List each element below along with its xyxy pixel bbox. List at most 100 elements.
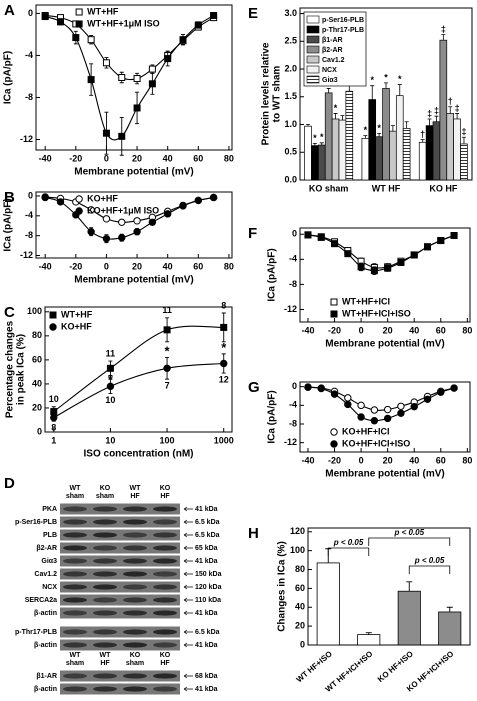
lane-label: WT: [70, 652, 82, 659]
x-tick-label: 60: [436, 455, 446, 465]
x-tick-label: -20: [328, 325, 341, 335]
panel-label: A: [4, 2, 15, 19]
legend-label: WT+HF+1μM ISO: [87, 18, 160, 28]
blot-band: [153, 506, 177, 512]
x-tick-label: 0: [359, 455, 364, 465]
legend-label: WT+HF+ICI: [342, 296, 390, 306]
blot-band: [123, 571, 147, 577]
y-axis-title: to WT sham: [272, 66, 283, 123]
blot-band: [123, 506, 147, 512]
data-point: [148, 65, 156, 73]
data-point: [357, 413, 365, 421]
plot-frame: [35, 191, 233, 259]
blot-size-label: 41 kDa: [195, 558, 218, 565]
blot-band: [63, 519, 87, 525]
data-point: [41, 193, 49, 202]
data-point: [330, 390, 339, 398]
blot-band: [153, 584, 177, 590]
blot-size-label: 68 kDa: [195, 673, 218, 680]
blot-band: [153, 545, 177, 551]
x-axis-title: ISO concentration (nM): [84, 449, 194, 460]
blot-row-label: SERCA2a: [25, 597, 57, 604]
significance-mark: *: [370, 75, 374, 85]
blot-strip: [60, 607, 180, 619]
n-label: 10: [105, 395, 115, 405]
y-axis-title: ICa (pA/pF): [267, 248, 278, 301]
blot-size-label: 41 kDa: [195, 686, 218, 693]
x-tick-label: -40: [39, 153, 52, 163]
data-point: [410, 251, 418, 259]
error-bar: [461, 136, 466, 144]
x-tick-label: -40: [39, 261, 52, 271]
y-tick-label: 80: [32, 330, 42, 340]
panel-label: B: [4, 189, 15, 206]
plot-frame: [35, 4, 233, 151]
legend-label: WT+HF: [87, 6, 119, 16]
data-point: [331, 240, 339, 248]
blot-band: [93, 597, 117, 603]
size-arrow: [183, 506, 193, 512]
blot-band: [63, 610, 87, 616]
size-arrow: [183, 642, 193, 648]
data-point: [118, 218, 126, 226]
comparison-bracket: [368, 537, 451, 546]
y-tick-label: 0: [37, 426, 42, 436]
blot-strip: [60, 529, 180, 541]
n-label: 10: [49, 394, 59, 404]
legend-marker: [330, 440, 338, 448]
data-point: [423, 395, 432, 403]
blot-row-label: β-actin: [34, 642, 57, 649]
y-axis-title: Protein levels relative: [261, 42, 272, 145]
blot-band: [93, 584, 117, 590]
comparison-label: p < 0.05: [393, 528, 424, 537]
data-point: [118, 74, 126, 81]
series-line: [53, 325, 224, 413]
data-point: [179, 202, 187, 210]
data-point: [209, 193, 218, 202]
bar: [446, 113, 455, 181]
blot-strip: [60, 555, 180, 567]
size-arrow: [183, 597, 193, 603]
plot-frame: [44, 306, 233, 433]
x-tick-label: 20: [132, 261, 142, 271]
data-point: [133, 104, 141, 112]
legend-marker: [330, 428, 338, 436]
error-bar: [319, 142, 324, 146]
blot-band: [63, 584, 87, 590]
data-point: [437, 237, 445, 245]
legend-swatch: [306, 45, 320, 54]
blot-strip: [60, 503, 180, 515]
blot-strip: [60, 594, 180, 606]
panel-label: D: [4, 475, 15, 492]
legend-label: KO+HF+ICI: [342, 426, 390, 436]
error-bar: [448, 106, 453, 114]
error-bar: [370, 85, 375, 100]
data-point: [397, 258, 405, 266]
data-point: [106, 382, 115, 391]
x-tick-label: 60: [193, 153, 203, 163]
error-bar: [420, 139, 425, 143]
blot-band: [93, 558, 117, 564]
x-tick-label: -20: [328, 455, 341, 465]
legend-label: p-Ser16-PLB: [322, 17, 364, 24]
legend-marker: [75, 20, 83, 28]
data-point: [179, 36, 187, 44]
n-label: 12: [219, 374, 229, 384]
legend-marker: [49, 311, 57, 319]
blot-row-label: NCX: [42, 584, 57, 591]
significance-mark: †: [420, 129, 425, 139]
bar: [324, 92, 333, 181]
y-tick-label: 2.5: [284, 36, 297, 46]
data-point: [41, 13, 49, 21]
data-point: [450, 384, 458, 392]
x-axis-title: Membrane potential (mV): [74, 167, 193, 178]
n-label: 7: [165, 380, 170, 390]
y-tick-label: 100: [27, 306, 42, 316]
legend-marker: [75, 8, 83, 16]
y-tick-label: -12: [284, 304, 297, 314]
blot-band: [93, 506, 117, 512]
y-axis-title: ICa (pA/pF): [3, 51, 14, 104]
data-point: [384, 264, 392, 272]
blot-row-label: β2-AR: [36, 545, 57, 552]
lane-label: WT: [70, 485, 82, 492]
